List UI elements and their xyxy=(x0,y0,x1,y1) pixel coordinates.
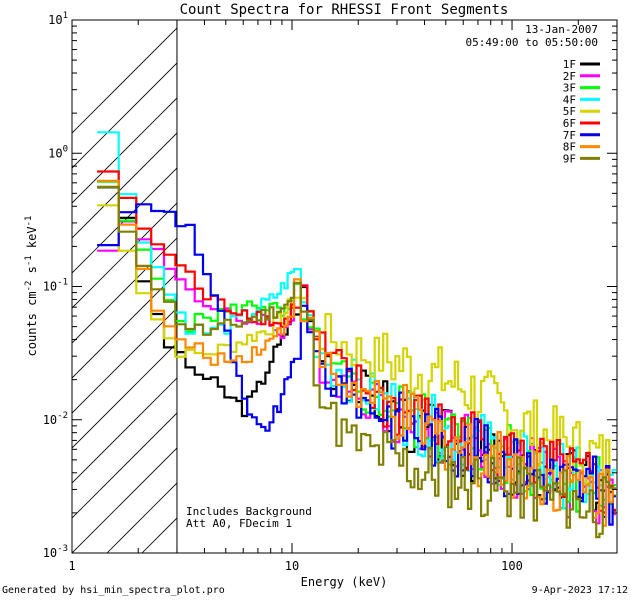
legend-label-6f: 6F xyxy=(563,117,576,130)
legend-label-5f: 5F xyxy=(563,105,576,118)
hatch-lines xyxy=(72,27,177,553)
y-tick-label: 101 xyxy=(48,11,68,27)
plot-date-footer: 9-Apr-2023 17:12 xyxy=(531,585,628,596)
x-tick-label: 1 xyxy=(68,559,75,573)
y-tick-label: 10-1 xyxy=(43,278,68,294)
observation-date: 13-Jan-2007 xyxy=(525,23,598,36)
series-line-5f xyxy=(97,204,616,497)
x-tick-label: 100 xyxy=(501,559,523,573)
legend-label-8f: 8F xyxy=(563,141,576,154)
legend-label-4f: 4F xyxy=(563,93,576,106)
observation-time-range: 05:49:00 to 05:50:00 xyxy=(466,36,598,49)
annotation-background: Includes Background xyxy=(186,505,312,518)
x-axis-label: Energy (keV) xyxy=(301,575,388,589)
y-axis-label: counts cm-2 s-1 keV-1 xyxy=(24,216,39,357)
x-tick-label: 10 xyxy=(285,559,299,573)
plot-frame xyxy=(71,19,618,554)
chart-title: Count Spectra for RHESSI Front Segments xyxy=(180,2,509,18)
y-tick-label: 10-3 xyxy=(43,544,68,560)
legend-label-3f: 3F xyxy=(563,82,576,95)
y-tick-label: 10-2 xyxy=(43,411,68,427)
y-tick-label: 100 xyxy=(48,144,68,160)
legend-label-1f: 1F xyxy=(563,58,576,71)
legend-label-9f: 9F xyxy=(563,152,576,165)
legend-label-2f: 2F xyxy=(563,70,576,83)
annotation-attenuator: Att A0, FDecim 1 xyxy=(186,517,292,530)
generated-by-footer: Generated by hsi_min_spectra_plot.pro xyxy=(2,585,225,596)
series-line-9f xyxy=(97,185,616,539)
hatched-region xyxy=(72,20,178,553)
legend-label-7f: 7F xyxy=(563,129,576,142)
